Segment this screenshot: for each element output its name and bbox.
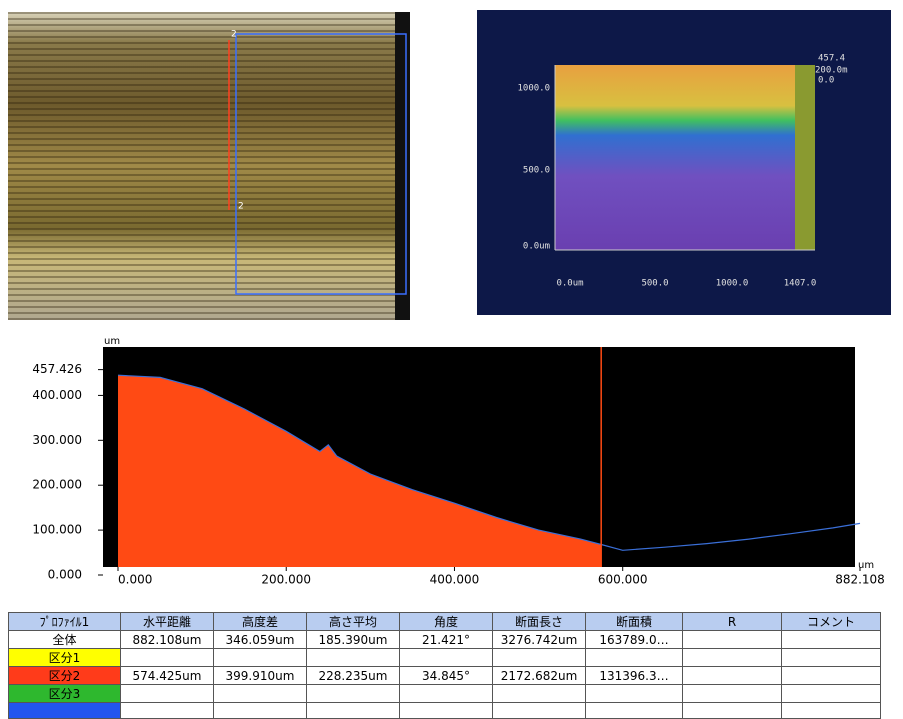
axis-label: 1000.0 xyxy=(517,84,550,94)
axis-label: 1407.0 xyxy=(784,279,817,289)
table-cell xyxy=(307,649,400,667)
row-label: 区分3 xyxy=(9,685,121,703)
table-cell xyxy=(586,685,683,703)
scale-label: 200.0m xyxy=(815,66,848,76)
y-tick-label: 300.000 xyxy=(32,433,82,447)
axis-label: 0.0um xyxy=(523,242,550,252)
table-cell xyxy=(782,667,881,685)
table-cell xyxy=(214,703,307,719)
table-cell xyxy=(121,685,214,703)
axis-label: 0.0um xyxy=(556,279,583,289)
table-cell: 163789.0… xyxy=(586,631,683,649)
table-cell: 131396.3… xyxy=(586,667,683,685)
table-cell xyxy=(307,685,400,703)
table-cell xyxy=(121,703,214,719)
table-cell xyxy=(400,649,493,667)
table-cell xyxy=(586,703,683,719)
column-header: 高度差 xyxy=(214,613,307,631)
column-header: 高さ平均 xyxy=(307,613,400,631)
column-header: コメント xyxy=(782,613,881,631)
axis-label: 500.0 xyxy=(523,166,550,176)
table-cell xyxy=(121,649,214,667)
table-row xyxy=(9,703,881,719)
height-map: 1000.0 500.0 0.0um 0.0um 500.0 1000.0 14… xyxy=(477,10,891,315)
column-header: 断面長さ xyxy=(493,613,586,631)
x-tick-label: 400.000 xyxy=(430,573,480,587)
table-cell: 2172.682um xyxy=(493,667,586,685)
y-unit: um xyxy=(104,336,120,347)
screen: 2 2 1000.0 500.0 0.0um 0.0um 500.0 1000.… xyxy=(0,0,903,600)
table-cell xyxy=(782,631,881,649)
table-cell: 34.845° xyxy=(400,667,493,685)
table-cell xyxy=(493,703,586,719)
table-cell xyxy=(586,649,683,667)
table-cell: 346.059um xyxy=(214,631,307,649)
table-cell: 574.425um xyxy=(121,667,214,685)
table-cell xyxy=(782,685,881,703)
x-tick-label: 0.000 xyxy=(118,573,152,587)
table-cell xyxy=(493,649,586,667)
table-cell: 185.390um xyxy=(307,631,400,649)
y-tick-label: 0.000 xyxy=(48,568,82,582)
row-label: 区分1 xyxy=(9,649,121,667)
table-cell xyxy=(782,649,881,667)
axis-label: 500.0 xyxy=(641,279,668,289)
row-label: 全体 xyxy=(9,631,121,649)
table-cell: 399.910um xyxy=(214,667,307,685)
table-cell xyxy=(214,649,307,667)
table-row: 区分3 xyxy=(9,685,881,703)
y-tick-label: 457.426 xyxy=(32,362,82,376)
table-cell xyxy=(683,631,782,649)
table-cell xyxy=(683,703,782,719)
scale-label: 457.4 xyxy=(818,54,845,64)
axis-label: 1000.0 xyxy=(716,279,749,289)
column-header: 水平距離 xyxy=(121,613,214,631)
table-cell xyxy=(683,667,782,685)
table-cell xyxy=(782,703,881,719)
table-cell xyxy=(307,703,400,719)
scale-label: 0.0 xyxy=(818,76,834,86)
microscope-image: 2 2 xyxy=(8,12,410,320)
table-cell xyxy=(493,685,586,703)
y-tick-label: 200.000 xyxy=(32,478,82,492)
x-tick-label: 600.000 xyxy=(598,573,648,587)
table-cell: 21.421° xyxy=(400,631,493,649)
table-cell: 228.235um xyxy=(307,667,400,685)
page: 2 2 1000.0 500.0 0.0um 0.0um 500.0 1000.… xyxy=(0,0,903,718)
table-cell: 882.108um xyxy=(121,631,214,649)
column-header: 角度 xyxy=(400,613,493,631)
table-cell: 3276.742um xyxy=(493,631,586,649)
x-tick-label: 882.108 xyxy=(835,573,885,587)
y-tick-label: 400.000 xyxy=(32,388,82,402)
column-header: R xyxy=(683,613,782,631)
table-cell xyxy=(214,685,307,703)
x-tick-label: 200.000 xyxy=(261,573,311,587)
marker: 2 xyxy=(231,30,237,40)
table-row: 区分1 xyxy=(9,649,881,667)
y-tick-label: 100.000 xyxy=(32,523,82,537)
row-label: 区分2 xyxy=(9,667,121,685)
column-header: 断面積 xyxy=(586,613,683,631)
column-header: ﾌﾟﾛﾌｧｲﾙ1 xyxy=(9,613,121,631)
table-cell xyxy=(683,685,782,703)
table-cell xyxy=(683,649,782,667)
marker: 2 xyxy=(238,202,244,212)
row-label xyxy=(9,703,121,719)
table-cell xyxy=(400,685,493,703)
table-cell xyxy=(400,703,493,719)
